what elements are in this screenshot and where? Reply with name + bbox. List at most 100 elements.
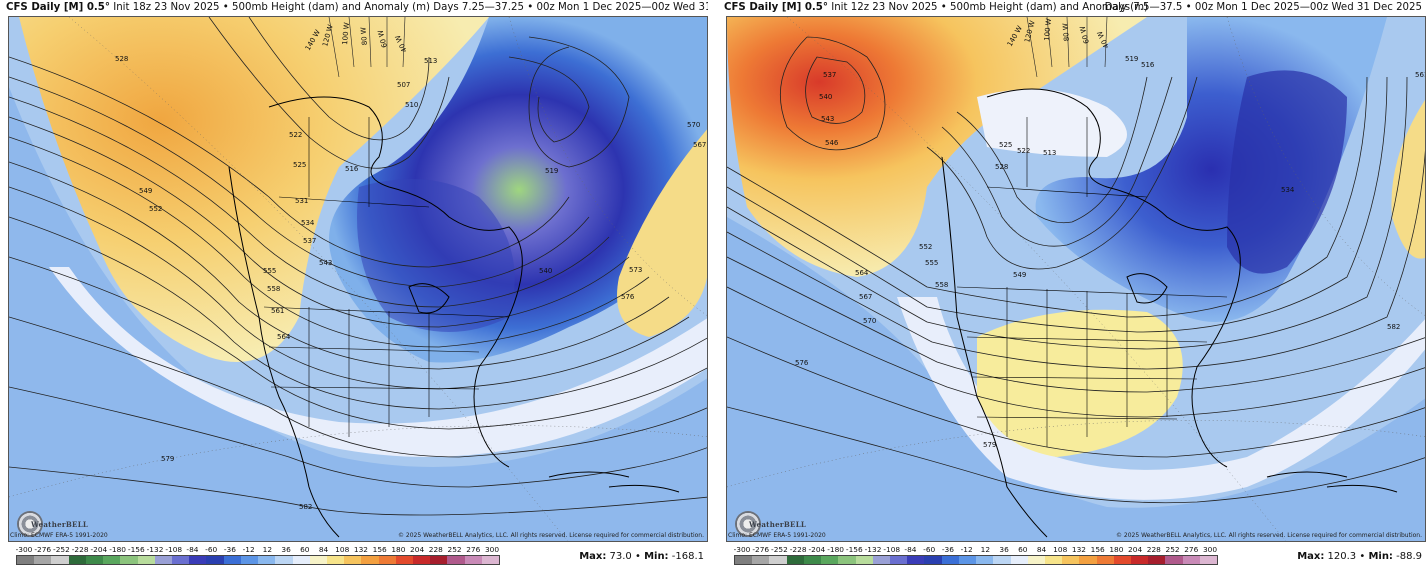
- anomaly-fill-south: [9, 87, 707, 541]
- colorbar-tick-label: 84: [318, 545, 329, 554]
- colorbar-swatch: [1199, 556, 1218, 564]
- colorbar-tick-label: -276: [34, 545, 52, 554]
- coastlines: [228, 96, 680, 538]
- svg-text:540: 540: [819, 93, 832, 101]
- colorbar-swatch: [68, 556, 86, 564]
- svg-text:534: 534: [301, 219, 315, 227]
- colorbar-swatch: [1027, 556, 1045, 564]
- colorbar-tick-label: 276: [466, 545, 481, 554]
- colorbar-tick-label: -204: [90, 545, 108, 554]
- panel-header: CFS Daily [M] 0.5° Init 18z 23 Nov 2025 …: [2, 0, 708, 16]
- svg-text:555: 555: [925, 259, 938, 267]
- svg-text:525: 525: [999, 141, 1012, 149]
- colorbar-tick-label: -300: [15, 545, 33, 554]
- logo-swirl-icon: [735, 511, 761, 537]
- svg-text:528: 528: [995, 163, 1008, 171]
- colorbar-swatch: [361, 556, 379, 564]
- colorbar-swatch: [838, 556, 856, 564]
- colorbar-tick-label: -300: [733, 545, 751, 554]
- height-contours: [9, 17, 707, 516]
- svg-text:537: 537: [303, 237, 316, 245]
- colorbar-swatch: [378, 556, 396, 564]
- colorbar-tick-label: 300: [484, 545, 500, 554]
- colorbar-swatch: [1062, 556, 1080, 564]
- svg-text:549: 549: [139, 187, 152, 195]
- political-borders: [956, 117, 1228, 447]
- svg-text:582: 582: [299, 503, 312, 511]
- colorbar-swatch: [1148, 556, 1166, 564]
- colorbar-tick-label: -36: [941, 545, 954, 554]
- max-min-readout: Max: 73.0 • Min: -168.1: [579, 551, 704, 562]
- weatherbell-logo: WeatherBELL: [735, 511, 806, 537]
- colorbar-swatch: [258, 556, 276, 564]
- colorbar-tick-label: -12: [242, 545, 255, 554]
- svg-text:567: 567: [859, 293, 872, 301]
- colorbar-swatch: [1044, 556, 1063, 564]
- colorbar-tick-label: -156: [127, 545, 145, 554]
- colorbar-swatch: [1096, 556, 1114, 564]
- svg-text:540: 540: [539, 267, 552, 275]
- svg-text:546: 546: [825, 139, 839, 147]
- colorbar-tick-label: 300: [1202, 545, 1218, 554]
- svg-text:558: 558: [935, 281, 948, 289]
- colorbar-swatch: [464, 556, 482, 564]
- colorbar-swatch: [189, 556, 207, 564]
- colorbar-ticks: -300 -276 -252 -228 -204 -180 -156 -132 -108 -84-…: [734, 545, 1218, 555]
- colorbar-swatch: [223, 556, 241, 564]
- run-description: Init 12z 23 Nov 2025 • 500mb Height (dam…: [831, 2, 1149, 13]
- colorbar-swatch: [1131, 556, 1149, 564]
- svg-text:543: 543: [319, 259, 332, 267]
- contour-labels: 528 549 552 555 558 561 564 579 582 567 …: [115, 22, 706, 511]
- anomaly-fill-neutral: [49, 267, 707, 457]
- colorbar-tick-label: 252: [447, 545, 462, 554]
- colorbar-tick-label: 204: [410, 545, 425, 554]
- svg-text:561: 561: [1415, 71, 1426, 79]
- svg-text:576: 576: [621, 293, 635, 301]
- map-panel-right: CFS Daily [M] 0.5° Init 12z 23 Nov 2025 …: [720, 0, 1426, 580]
- colorbar-tick-label: -156: [845, 545, 863, 554]
- copyright-note: © 2025 WeatherBELL Analytics, LLC. All r…: [1116, 532, 1422, 539]
- colorbar-swatch: [413, 556, 431, 564]
- colorbar: -300 -276 -252 -228 -204 -180 -156 -132 -108 -84-…: [16, 545, 500, 567]
- svg-text:555: 555: [263, 267, 276, 275]
- svg-text:528: 528: [115, 55, 128, 63]
- colorbar-swatch: [51, 556, 69, 564]
- colorbar-tick-label: 60: [1018, 545, 1028, 554]
- svg-text:552: 552: [149, 205, 162, 213]
- credit-line: Climo: ECMWF ERA-5 1991-2020 © 2025 Weat…: [8, 532, 708, 542]
- colorbar-swatch: [1079, 556, 1097, 564]
- anomaly-fill-ridge: [19, 17, 489, 362]
- map-plot: 537 540 543 546 552 555 558 564 567 570 …: [726, 16, 1426, 542]
- run-description: Init 18z 23 Nov 2025 • 500mb Height (dam…: [113, 2, 708, 13]
- anomaly-fill-us-ridge: [977, 309, 1183, 457]
- colorbar-swatch: [907, 556, 925, 564]
- svg-text:537: 537: [823, 71, 836, 79]
- colorbar-swatch: [481, 556, 500, 564]
- colorbar-tick-label: -132: [864, 545, 882, 554]
- svg-text:561: 561: [271, 307, 284, 315]
- colorbar-swatch: [430, 556, 448, 564]
- svg-text:573: 573: [629, 266, 642, 274]
- coastlines: [941, 88, 1398, 538]
- height-anomaly-map: 537 540 543 546 552 555 558 564 567 570 …: [727, 17, 1426, 541]
- colorbar-swatch: [924, 556, 942, 564]
- colorbar-tick-label: 180: [1109, 545, 1124, 554]
- svg-text:513: 513: [1043, 149, 1056, 157]
- colorbar-tick-label: -180: [827, 545, 844, 554]
- colorbar-tick-label: -60: [923, 545, 936, 554]
- svg-text:80 W: 80 W: [359, 27, 369, 46]
- svg-text:100 W: 100 W: [341, 22, 351, 45]
- colorbar-swatches: [16, 555, 500, 565]
- colorbar-tick-label: -132: [146, 545, 164, 554]
- svg-text:534: 534: [1281, 186, 1295, 194]
- weatherbell-logo: WeatherBELL: [17, 511, 88, 537]
- colorbar-swatch: [275, 556, 293, 564]
- svg-text:579: 579: [983, 441, 996, 449]
- colorbar-tick-label: -252: [53, 545, 70, 554]
- svg-text:522: 522: [1017, 147, 1030, 155]
- colorbar-tick-label: 276: [1184, 545, 1199, 554]
- svg-text:513: 513: [424, 57, 437, 65]
- svg-text:552: 552: [919, 243, 932, 251]
- panel-header: CFS Daily [M] 0.5° Init 12z 23 Nov 2025 …: [720, 0, 1426, 16]
- colorbar-swatch: [34, 556, 52, 564]
